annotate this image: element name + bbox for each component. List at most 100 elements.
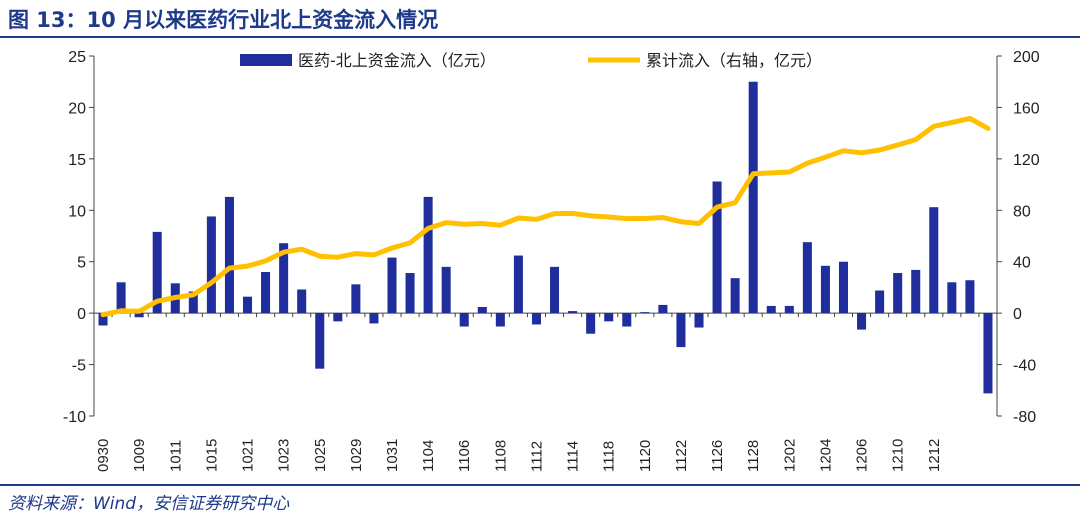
right-axis-label: 0 bbox=[1013, 306, 1022, 323]
bar bbox=[495, 313, 505, 327]
bar bbox=[694, 313, 704, 328]
x-axis-label: 1029 bbox=[348, 439, 365, 472]
x-axis-label: 1210 bbox=[890, 439, 907, 472]
bar bbox=[712, 181, 722, 314]
x-axis-label: 1122 bbox=[673, 440, 690, 472]
x-axis-label: 1015 bbox=[203, 439, 220, 472]
bar bbox=[134, 313, 144, 318]
right-axis-label: -80 bbox=[1013, 409, 1036, 426]
legend-bar-swatch bbox=[240, 54, 292, 66]
bar bbox=[206, 216, 216, 314]
bar bbox=[152, 231, 162, 314]
bar bbox=[838, 261, 849, 314]
x-axis-label: 1128 bbox=[745, 440, 762, 472]
right-axis-label: -40 bbox=[1013, 358, 1036, 375]
x-axis-label: 1118 bbox=[601, 441, 618, 472]
bar bbox=[748, 81, 758, 314]
bar bbox=[676, 313, 686, 348]
bar bbox=[423, 196, 433, 314]
bar bbox=[640, 312, 650, 314]
bar bbox=[351, 284, 361, 314]
bar bbox=[224, 196, 234, 314]
bar bbox=[242, 296, 253, 314]
x-axis-label: 1206 bbox=[854, 439, 871, 472]
x-axis-label: 1025 bbox=[312, 439, 329, 472]
bar bbox=[188, 291, 198, 314]
bar bbox=[604, 313, 614, 322]
bar bbox=[965, 280, 975, 314]
left-axis-label: 0 bbox=[77, 306, 86, 323]
line-series bbox=[100, 115, 991, 318]
bar bbox=[820, 265, 830, 314]
x-axis-label: 0930 bbox=[95, 439, 112, 472]
x-axis-label: 1104 bbox=[420, 440, 437, 472]
bar bbox=[586, 313, 596, 334]
bar bbox=[766, 305, 776, 314]
source-note: 资料来源：Wind，安信证券研究中心 bbox=[8, 494, 290, 514]
x-axis-label: 1023 bbox=[276, 439, 293, 472]
bar bbox=[857, 313, 867, 330]
bar bbox=[459, 313, 469, 327]
bar-series bbox=[98, 81, 993, 394]
left-axis-label: 25 bbox=[68, 49, 86, 66]
bar bbox=[369, 313, 379, 324]
chart-title: 图 13：10 月以来医药行业北上资金流入情况 bbox=[8, 8, 439, 32]
x-axis-label: 1126 bbox=[709, 440, 726, 472]
legend-line-label: 累计流入（右轴，亿元） bbox=[646, 51, 822, 70]
bar bbox=[622, 313, 632, 327]
bar bbox=[405, 273, 415, 314]
x-axis-label: 1108 bbox=[492, 440, 509, 472]
cumulative-line bbox=[100, 115, 991, 318]
x-axis-label: 1106 bbox=[456, 440, 473, 472]
bar bbox=[531, 313, 541, 325]
bar bbox=[513, 255, 523, 314]
bar bbox=[929, 207, 939, 314]
left-axis-label: 10 bbox=[68, 203, 86, 220]
legend-bar-label: 医药-北上资金流入（亿元） bbox=[298, 51, 496, 70]
bar bbox=[875, 290, 885, 314]
chart-legend: 医药-北上资金流入（亿元） 累计流入（右轴，亿元） bbox=[240, 51, 822, 70]
bar bbox=[947, 282, 957, 314]
x-axis-label: 1120 bbox=[637, 440, 654, 472]
footer-divider bbox=[0, 484, 1080, 486]
bar bbox=[730, 278, 740, 314]
x-axis-label: 1031 bbox=[384, 439, 401, 472]
right-axis-label: 200 bbox=[1013, 49, 1040, 66]
title-divider bbox=[0, 36, 1080, 38]
bar bbox=[441, 266, 451, 314]
x-axis-label: 1021 bbox=[240, 439, 257, 472]
x-axis-label: 1112 bbox=[528, 441, 545, 472]
right-axis-label: 120 bbox=[1013, 152, 1040, 169]
bar bbox=[911, 269, 921, 314]
right-axis-label: 40 bbox=[1013, 255, 1031, 272]
left-axis-label: -10 bbox=[63, 409, 86, 426]
left-axis-label: -5 bbox=[72, 358, 86, 375]
bar bbox=[893, 273, 903, 314]
x-axis-label: 1202 bbox=[781, 439, 798, 472]
bar bbox=[658, 304, 668, 314]
bar bbox=[477, 306, 487, 314]
bar bbox=[261, 272, 271, 314]
bar bbox=[98, 313, 108, 326]
bar bbox=[983, 313, 993, 394]
bar bbox=[568, 311, 578, 314]
bar bbox=[315, 313, 325, 369]
x-axis-label: 1011 bbox=[167, 440, 184, 472]
right-axis-label: 80 bbox=[1013, 203, 1031, 220]
bar bbox=[297, 289, 307, 314]
x-axis-label: 1009 bbox=[131, 439, 148, 472]
bar bbox=[802, 242, 812, 314]
bar bbox=[784, 305, 794, 314]
left-axis-label: 15 bbox=[68, 152, 86, 169]
bar bbox=[550, 266, 560, 314]
bar bbox=[333, 313, 343, 322]
x-axis-label: 1204 bbox=[817, 439, 834, 472]
bar bbox=[387, 257, 397, 314]
bar bbox=[116, 282, 126, 314]
x-axis-label: 1114 bbox=[565, 441, 582, 472]
left-axis-label: 5 bbox=[77, 255, 86, 272]
left-axis-label: 20 bbox=[68, 100, 86, 117]
right-axis-label: 160 bbox=[1013, 100, 1040, 117]
bar bbox=[279, 243, 289, 314]
